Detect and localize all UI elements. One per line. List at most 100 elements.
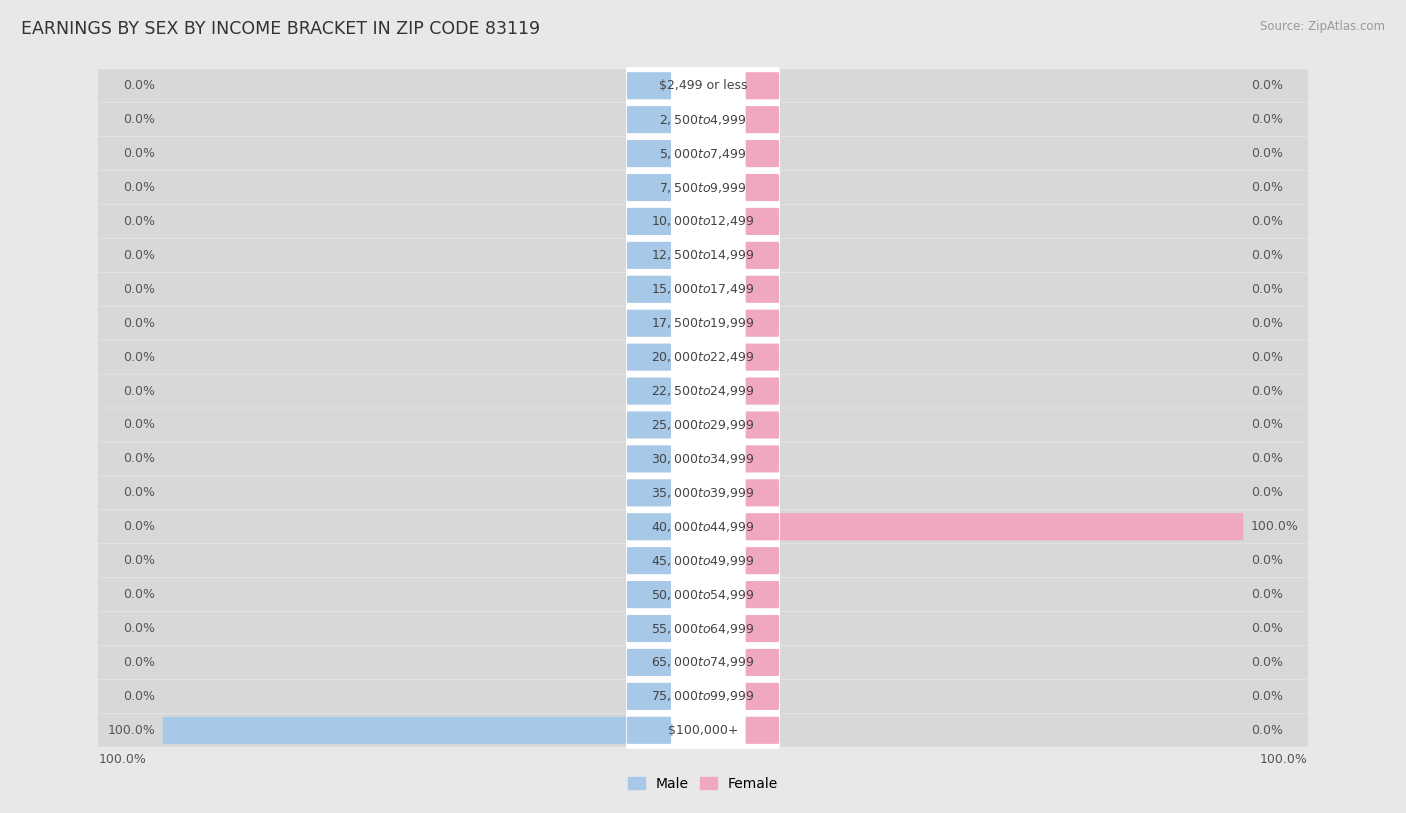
Text: $65,000 to $74,999: $65,000 to $74,999 [651,655,755,669]
FancyBboxPatch shape [97,612,1309,646]
FancyBboxPatch shape [97,205,1309,238]
FancyBboxPatch shape [626,305,780,342]
FancyBboxPatch shape [672,139,744,168]
Text: 0.0%: 0.0% [1251,622,1282,635]
FancyBboxPatch shape [97,646,1309,679]
FancyBboxPatch shape [626,271,780,308]
FancyBboxPatch shape [626,711,780,749]
Text: 0.0%: 0.0% [124,317,155,330]
FancyBboxPatch shape [745,446,779,472]
Text: 0.0%: 0.0% [1251,724,1282,737]
Text: 0.0%: 0.0% [1251,452,1282,465]
Text: 0.0%: 0.0% [124,419,155,432]
Text: 0.0%: 0.0% [124,79,155,92]
FancyBboxPatch shape [627,717,671,744]
FancyBboxPatch shape [97,544,1309,577]
Text: 100.0%: 100.0% [1251,520,1299,533]
Text: $15,000 to $17,499: $15,000 to $17,499 [651,282,755,296]
FancyBboxPatch shape [626,542,780,580]
FancyBboxPatch shape [627,446,671,472]
Text: 0.0%: 0.0% [1251,656,1282,669]
FancyBboxPatch shape [627,140,671,167]
Text: 0.0%: 0.0% [124,215,155,228]
FancyBboxPatch shape [627,276,671,303]
FancyBboxPatch shape [626,508,780,546]
Text: 0.0%: 0.0% [1251,486,1282,499]
Text: 0.0%: 0.0% [124,656,155,669]
Text: $55,000 to $64,999: $55,000 to $64,999 [651,621,755,636]
FancyBboxPatch shape [672,207,744,236]
Text: $100,000+: $100,000+ [668,724,738,737]
FancyBboxPatch shape [626,67,780,104]
Text: $45,000 to $49,999: $45,000 to $49,999 [651,554,755,567]
FancyBboxPatch shape [626,644,780,681]
Text: $35,000 to $39,999: $35,000 to $39,999 [651,486,755,500]
Text: $7,500 to $9,999: $7,500 to $9,999 [659,180,747,194]
FancyBboxPatch shape [626,441,780,477]
FancyBboxPatch shape [626,135,780,172]
FancyBboxPatch shape [627,72,671,99]
Text: 100.0%: 100.0% [1260,753,1308,766]
FancyBboxPatch shape [672,411,744,440]
FancyBboxPatch shape [672,512,744,541]
Text: 0.0%: 0.0% [124,350,155,363]
FancyBboxPatch shape [745,208,779,235]
FancyBboxPatch shape [97,476,1309,510]
FancyBboxPatch shape [97,239,1309,272]
FancyBboxPatch shape [626,169,780,207]
FancyBboxPatch shape [626,169,780,207]
Text: 0.0%: 0.0% [124,283,155,296]
Text: 0.0%: 0.0% [1251,317,1282,330]
FancyBboxPatch shape [672,275,744,304]
FancyBboxPatch shape [672,445,744,473]
FancyBboxPatch shape [627,683,671,710]
Text: 0.0%: 0.0% [124,385,155,398]
FancyBboxPatch shape [626,305,780,342]
FancyBboxPatch shape [672,648,744,677]
FancyBboxPatch shape [627,310,671,337]
Text: 0.0%: 0.0% [124,554,155,567]
FancyBboxPatch shape [626,576,780,613]
FancyBboxPatch shape [626,678,780,715]
FancyBboxPatch shape [745,344,779,371]
FancyBboxPatch shape [672,682,744,711]
Text: EARNINGS BY SEX BY INCOME BRACKET IN ZIP CODE 83119: EARNINGS BY SEX BY INCOME BRACKET IN ZIP… [21,20,540,38]
FancyBboxPatch shape [627,581,671,608]
FancyBboxPatch shape [97,137,1309,170]
FancyBboxPatch shape [745,649,779,676]
FancyBboxPatch shape [627,107,671,133]
Text: 0.0%: 0.0% [124,249,155,262]
FancyBboxPatch shape [627,547,671,574]
FancyBboxPatch shape [627,208,671,235]
Text: $10,000 to $12,499: $10,000 to $12,499 [651,215,755,228]
FancyBboxPatch shape [97,375,1309,407]
FancyBboxPatch shape [626,271,780,308]
FancyBboxPatch shape [97,578,1309,611]
FancyBboxPatch shape [672,614,744,643]
FancyBboxPatch shape [626,542,780,580]
FancyBboxPatch shape [627,241,671,269]
Text: 0.0%: 0.0% [124,113,155,126]
FancyBboxPatch shape [97,307,1309,340]
Text: $20,000 to $22,499: $20,000 to $22,499 [651,350,755,364]
FancyBboxPatch shape [97,341,1309,374]
Text: 0.0%: 0.0% [1251,147,1282,160]
FancyBboxPatch shape [672,376,744,406]
FancyBboxPatch shape [672,105,744,134]
Text: $75,000 to $99,999: $75,000 to $99,999 [651,689,755,703]
Text: $5,000 to $7,499: $5,000 to $7,499 [659,146,747,161]
FancyBboxPatch shape [626,678,780,715]
Text: 100.0%: 100.0% [107,724,155,737]
FancyBboxPatch shape [745,547,779,574]
Text: 0.0%: 0.0% [1251,113,1282,126]
Text: 0.0%: 0.0% [124,588,155,601]
FancyBboxPatch shape [626,338,780,376]
FancyBboxPatch shape [745,411,779,438]
FancyBboxPatch shape [626,202,780,240]
Text: 0.0%: 0.0% [124,622,155,635]
Text: $40,000 to $44,999: $40,000 to $44,999 [651,520,755,534]
Text: 0.0%: 0.0% [1251,588,1282,601]
Text: 0.0%: 0.0% [1251,283,1282,296]
FancyBboxPatch shape [672,342,744,372]
FancyBboxPatch shape [745,615,779,642]
